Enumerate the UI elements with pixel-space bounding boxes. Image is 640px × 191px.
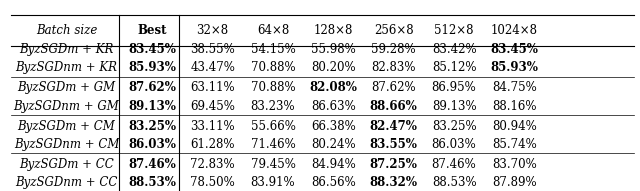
Text: 512×8: 512×8 [435, 24, 474, 37]
Text: 64×8: 64×8 [257, 24, 289, 37]
Text: 85.12%: 85.12% [432, 61, 476, 74]
Text: 83.25%: 83.25% [128, 120, 176, 133]
Text: 87.25%: 87.25% [370, 158, 418, 171]
Text: 85.93%: 85.93% [129, 61, 176, 74]
Text: 33.11%: 33.11% [190, 120, 235, 133]
Text: 54.15%: 54.15% [251, 43, 296, 56]
Text: ByzSGDnm + CM: ByzSGDnm + CM [14, 138, 119, 151]
Text: 83.91%: 83.91% [251, 176, 295, 189]
Text: 69.45%: 69.45% [190, 100, 235, 112]
Text: 82.08%: 82.08% [310, 81, 357, 94]
Text: 86.03%: 86.03% [432, 138, 477, 151]
Text: 128×8: 128×8 [314, 24, 353, 37]
Text: 66.38%: 66.38% [311, 120, 356, 133]
Text: 83.45%: 83.45% [129, 43, 176, 56]
Text: 86.63%: 86.63% [311, 100, 356, 112]
Text: ByzSGDm + CM: ByzSGDm + CM [17, 120, 115, 133]
Text: 89.13%: 89.13% [432, 100, 476, 112]
Text: ByzSGDm + CC: ByzSGDm + CC [19, 158, 114, 171]
Text: 86.56%: 86.56% [311, 176, 356, 189]
Text: 87.46%: 87.46% [432, 158, 477, 171]
Text: 83.25%: 83.25% [432, 120, 476, 133]
Text: 79.45%: 79.45% [251, 158, 296, 171]
Text: 70.88%: 70.88% [251, 81, 295, 94]
Text: 55.98%: 55.98% [311, 43, 356, 56]
Text: 63.11%: 63.11% [190, 81, 235, 94]
Text: 84.94%: 84.94% [311, 158, 356, 171]
Text: 88.32%: 88.32% [370, 176, 418, 189]
Text: 88.16%: 88.16% [492, 100, 537, 112]
Text: 85.93%: 85.93% [490, 61, 538, 74]
Text: 84.75%: 84.75% [492, 81, 537, 94]
Text: 88.53%: 88.53% [129, 176, 176, 189]
Text: 70.88%: 70.88% [251, 61, 295, 74]
Text: ByzSGDm + GM: ByzSGDm + GM [17, 81, 116, 94]
Text: 83.42%: 83.42% [432, 43, 476, 56]
Text: 32×8: 32×8 [196, 24, 228, 37]
Text: 256×8: 256×8 [374, 24, 413, 37]
Text: 1024×8: 1024×8 [491, 24, 538, 37]
Text: 59.28%: 59.28% [371, 43, 416, 56]
Text: ByzSGDnm + KR: ByzSGDnm + KR [15, 61, 118, 74]
Text: 87.62%: 87.62% [371, 81, 416, 94]
Text: 72.83%: 72.83% [190, 158, 235, 171]
Text: 83.45%: 83.45% [490, 43, 538, 56]
Text: 88.53%: 88.53% [432, 176, 476, 189]
Text: ByzSGDnm + GM: ByzSGDnm + GM [13, 100, 119, 112]
Text: 86.95%: 86.95% [432, 81, 477, 94]
Text: 88.66%: 88.66% [370, 100, 418, 112]
Text: ByzSGDm + KR: ByzSGDm + KR [19, 43, 114, 56]
Text: 80.24%: 80.24% [311, 138, 356, 151]
Text: 38.55%: 38.55% [190, 43, 235, 56]
Text: 87.62%: 87.62% [129, 81, 176, 94]
Text: 61.28%: 61.28% [190, 138, 235, 151]
Text: 43.47%: 43.47% [190, 61, 235, 74]
Text: 78.50%: 78.50% [190, 176, 235, 189]
Text: Batch size: Batch size [36, 24, 97, 37]
Text: 55.66%: 55.66% [251, 120, 296, 133]
Text: 80.94%: 80.94% [492, 120, 537, 133]
Text: ByzSGDnm + CC: ByzSGDnm + CC [15, 176, 118, 189]
Text: Best: Best [138, 24, 167, 37]
Text: 83.23%: 83.23% [251, 100, 295, 112]
Text: 83.55%: 83.55% [370, 138, 418, 151]
Text: 71.46%: 71.46% [251, 138, 296, 151]
Text: 82.47%: 82.47% [370, 120, 418, 133]
Text: 82.83%: 82.83% [371, 61, 416, 74]
Text: 86.03%: 86.03% [129, 138, 176, 151]
Text: 89.13%: 89.13% [129, 100, 176, 112]
Text: 85.74%: 85.74% [492, 138, 537, 151]
Text: 87.89%: 87.89% [492, 176, 537, 189]
Text: 87.46%: 87.46% [129, 158, 176, 171]
Text: 83.70%: 83.70% [492, 158, 537, 171]
Text: 80.20%: 80.20% [311, 61, 356, 74]
